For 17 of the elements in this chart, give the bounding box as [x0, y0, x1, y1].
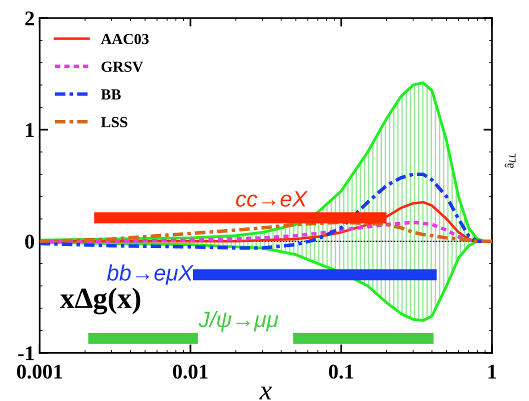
x-tick-label: 0.1 — [328, 364, 354, 379]
x-tick-label: 0.01 — [173, 364, 208, 379]
y-tick-label: 0 — [25, 234, 34, 249]
legend-label: GRSV — [102, 62, 144, 72]
legend-label: BB — [101, 89, 121, 100]
x-tick-label: 1 — [488, 364, 496, 378]
y-tick-label: -1 — [18, 346, 34, 360]
series-label: J/ψ→μμ — [198, 310, 278, 332]
legend-label: AAC03 — [100, 34, 149, 44]
y-tick-label: 2 — [25, 11, 34, 26]
series-label: cc→eX — [236, 191, 308, 207]
x-axis-title: x — [259, 386, 272, 400]
y-axis-title: xΔg(x) — [60, 288, 140, 314]
y-tick-label: 1 — [26, 123, 34, 137]
legend-label: LSS — [101, 116, 128, 128]
text: â$_{LL}$ — [504, 153, 516, 168]
x-tick-label: 0.001 — [17, 364, 62, 379]
